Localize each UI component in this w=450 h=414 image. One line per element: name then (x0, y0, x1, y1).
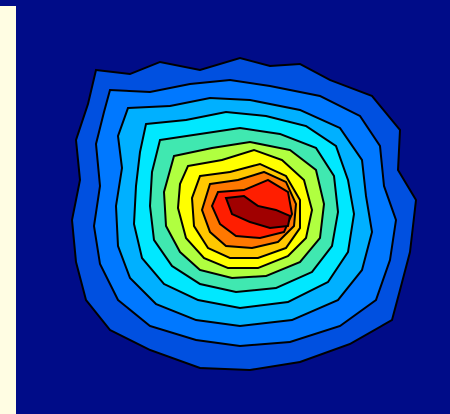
contour-levels (70, 56, 418, 372)
level-11 (224, 194, 292, 230)
side-strip (0, 0, 16, 414)
corner-mark (0, 0, 16, 6)
